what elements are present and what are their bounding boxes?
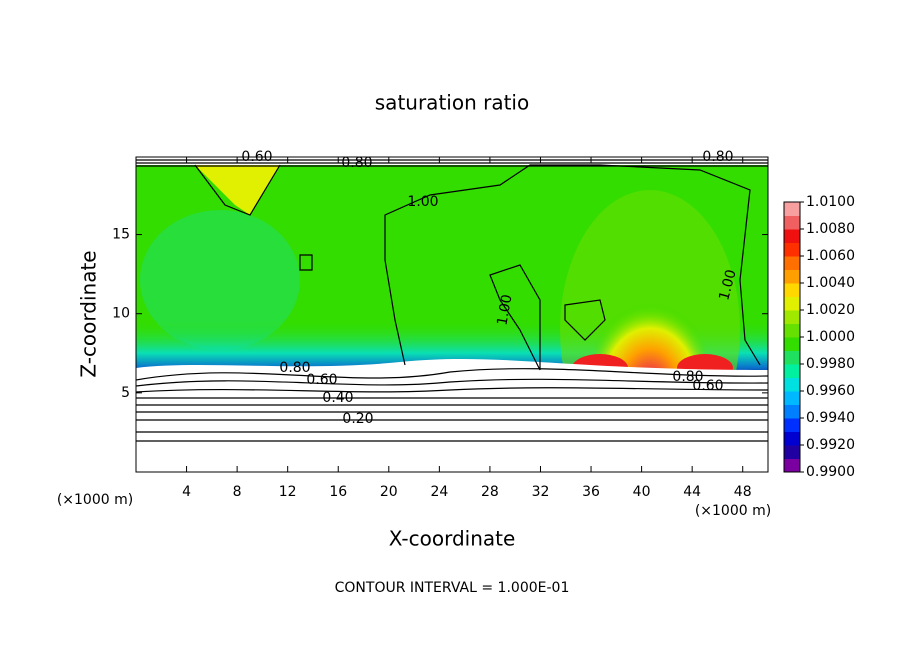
colorbar-tick-label: 0.9920 <box>806 437 855 453</box>
colorbar-tick-label: 1.0100 <box>806 194 855 210</box>
field-patch <box>140 210 300 350</box>
colorbar-bin <box>784 445 800 459</box>
note: CONTOUR INTERVAL = 1.000E-01 <box>335 580 570 596</box>
contours <box>136 159 768 442</box>
x-tick-label: 4 <box>182 484 191 500</box>
colorbar-bin <box>784 364 800 378</box>
contour-label: 0.60 <box>692 378 723 394</box>
contour-label: 0.80 <box>341 155 372 171</box>
field <box>136 157 768 472</box>
colorbar-bin <box>784 391 800 405</box>
colorbar-tick-label: 1.0040 <box>806 275 855 291</box>
contour-label: 0.60 <box>241 149 272 165</box>
colorbar-bin <box>784 350 800 365</box>
y-tick-label: 15 <box>112 227 130 243</box>
colorbar-bin <box>784 458 800 473</box>
colorbar-tick-label: 0.9900 <box>806 464 855 480</box>
y-tick-label: 5 <box>121 385 130 401</box>
colorbar-bin <box>784 418 800 432</box>
contour-label: 1.00 <box>407 194 438 210</box>
colorbar-tick-label: 1.0020 <box>806 302 855 318</box>
x-tick-label: 24 <box>430 484 448 500</box>
x-tick-label: 16 <box>329 484 347 500</box>
colorbar-bin <box>784 242 800 257</box>
colorbar-bin <box>784 310 800 324</box>
contour-label: 0.80 <box>672 369 703 385</box>
colorbar-bin <box>784 215 800 230</box>
colorbar-bin <box>784 337 800 351</box>
contour-label: 1.00 <box>494 293 515 326</box>
x-tick-label: 28 <box>481 484 499 500</box>
x-tick-label: 8 <box>233 484 242 500</box>
colorbar-bin <box>784 269 800 284</box>
colorbar-tick-label: 0.9960 <box>806 383 855 399</box>
colorbar-tick-label: 1.0060 <box>806 248 855 264</box>
x-tick-label: 12 <box>279 484 297 500</box>
contour-label: 0.60 <box>306 372 337 388</box>
x-unit: (×1000 m) <box>695 503 771 519</box>
y-axis-label: Z-coordinate <box>77 250 101 377</box>
colorbar-bin <box>784 283 800 297</box>
contour-label: 1.00 <box>716 268 740 302</box>
colorbar-bin <box>784 431 800 446</box>
colorbar-tick-label: 0.9980 <box>806 356 855 372</box>
colorbar-tick-label: 1.0000 <box>806 329 855 345</box>
chart-title: saturation ratio <box>375 91 529 115</box>
colorbar-tick-label: 1.0080 <box>806 221 855 237</box>
colorbar-bin <box>784 404 800 419</box>
x-tick-label: 44 <box>683 484 701 500</box>
x-tick-label: 20 <box>380 484 398 500</box>
colorbar-bin <box>784 296 800 311</box>
x-tick-label: 32 <box>532 484 550 500</box>
colorbar-tick-label: 0.9940 <box>806 410 855 426</box>
field-dry <box>136 157 768 165</box>
contour-label: 0.20 <box>342 411 373 427</box>
y-tick-label: 10 <box>112 306 130 322</box>
x-axis-label: X-coordinate <box>389 527 516 551</box>
colorbar-bin <box>784 202 800 216</box>
plot-frame <box>135 156 769 473</box>
x-tick-label: 40 <box>633 484 651 500</box>
colorbar-bin <box>784 256 800 270</box>
field-dry <box>136 358 768 472</box>
field-patch <box>195 165 280 215</box>
contour-label: 0.80 <box>702 149 733 165</box>
x-tick-label: 48 <box>734 484 752 500</box>
y-unit: (×1000 m) <box>57 492 133 508</box>
x-tick-label: 36 <box>582 484 600 500</box>
contour-label: 0.80 <box>279 360 310 376</box>
colorbar-bin <box>784 323 800 338</box>
colorbar-bin <box>784 377 800 392</box>
contour-label: 0.40 <box>322 390 353 406</box>
colorbar-bin <box>784 229 800 243</box>
